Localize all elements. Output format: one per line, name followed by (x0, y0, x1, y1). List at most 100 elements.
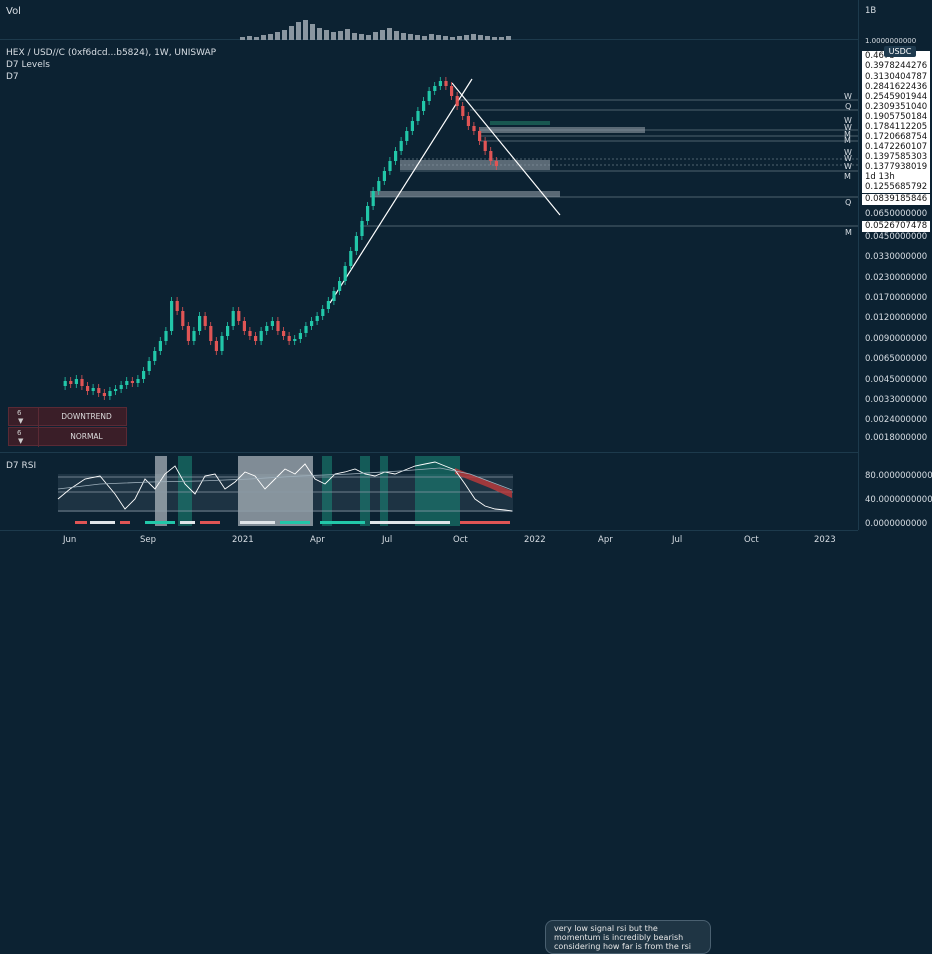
candle (102, 393, 106, 396)
rsi-tick: 0.0000000000 (865, 519, 928, 529)
volume-bar (492, 37, 497, 40)
price-label: 0.1472260107 (862, 142, 930, 153)
volume-bar (275, 32, 280, 40)
candle (86, 386, 90, 391)
rsi-marker (120, 521, 130, 524)
time-tick: Oct (453, 535, 468, 545)
candle (304, 326, 308, 333)
volume-bar (401, 33, 406, 40)
currency-badge[interactable]: USDC (884, 46, 916, 57)
divider (38, 428, 39, 447)
price-tick: 0.0090000000 (865, 334, 928, 344)
candle (371, 191, 375, 206)
candle (198, 316, 202, 331)
candle (382, 171, 386, 181)
zone-rect (480, 127, 645, 133)
volume-bars (240, 20, 511, 40)
candle (388, 161, 392, 171)
candle (315, 316, 319, 321)
rsi-bearish-fill (455, 468, 512, 498)
rsi-pane[interactable]: D7 RSI very low signal rsi but the momen… (0, 454, 858, 954)
rsi-signal-line (57, 467, 513, 491)
time-tick: Sep (140, 535, 157, 545)
candle (276, 321, 280, 331)
rsi-highlight (360, 456, 370, 526)
candle (427, 91, 431, 101)
volume-bar (464, 35, 469, 40)
candle (282, 331, 286, 336)
volume-bar (247, 36, 252, 40)
time-tick: Jul (672, 535, 683, 545)
zone-rect (490, 121, 550, 125)
price-label: 0.1397585303 (862, 152, 930, 163)
volume-bar (352, 33, 357, 40)
candle (108, 391, 112, 396)
arrow-down-icon: ▼ (18, 417, 24, 425)
candle (416, 111, 420, 121)
candle (170, 301, 174, 331)
volume-bar (457, 36, 462, 40)
rsi-marker (90, 521, 115, 524)
time-axis[interactable]: Jun Sep 2021 Apr Jul Oct 2022 Apr Jul Oc… (0, 530, 858, 550)
candle (119, 385, 123, 389)
candle (265, 326, 269, 331)
price-label: 0.1784112205 (862, 122, 930, 133)
rsi-title[interactable]: D7 RSI (6, 461, 37, 471)
rsi-highlight (415, 456, 460, 526)
candle (175, 301, 179, 311)
candle (321, 309, 325, 316)
volume-bar (282, 30, 287, 40)
volume-bar (303, 20, 308, 40)
candle (287, 336, 291, 341)
volume-bar (240, 37, 245, 40)
candle (332, 291, 336, 301)
price-axis[interactable]: 1B 1.0000000000 0.4673 USDC 0.3978244276… (858, 0, 932, 530)
candle (231, 311, 235, 326)
volume-scale-bottom: 1.0000000000 (865, 37, 917, 45)
rsi-marker (460, 521, 510, 524)
candle (248, 331, 252, 336)
volume-bar (443, 36, 448, 40)
candle (80, 379, 84, 386)
level-letter: W (844, 123, 852, 132)
level-letter: W (844, 116, 852, 125)
arrow-down-icon: ▼ (18, 437, 24, 445)
candle (164, 331, 168, 341)
candle (69, 381, 73, 384)
volume-scale-top: 1B (865, 6, 877, 16)
price-tick: 0.0230000000 (865, 273, 928, 283)
candle (461, 106, 465, 116)
main-chart-pane[interactable]: HEX / USD//C (0xf6dcd...b5824), 1W, UNIS… (0, 41, 858, 453)
annotation-callout[interactable]: very low signal rsi but the momentum is … (545, 920, 711, 954)
volume-bar (485, 36, 490, 40)
candle (97, 388, 101, 393)
rsi-marker (370, 521, 450, 524)
level-letter: W (844, 162, 852, 171)
rsi-markers (75, 521, 510, 524)
price-tick: 0.0024000000 (865, 415, 928, 425)
volume-bar (380, 30, 385, 40)
indicator-d7-levels[interactable]: D7 Levels (6, 60, 50, 70)
volume-bar (387, 28, 392, 40)
price-label: 0.0839185846 (862, 194, 930, 205)
rsi-highlights (155, 456, 460, 526)
price-tick: 0.0330000000 (865, 252, 928, 262)
price-tick: 0.0018000000 (865, 433, 928, 443)
volume-bar (331, 32, 336, 40)
price-label: 0.2841622436 (862, 82, 930, 93)
symbol-title[interactable]: HEX / USD//C (0xf6dcd...b5824), 1W, UNIS… (6, 48, 217, 58)
candle (181, 311, 185, 326)
rsi-tick: 80.0000000000 (865, 471, 932, 481)
volume-pane[interactable]: Vol (0, 0, 858, 40)
price-chart[interactable] (0, 41, 858, 453)
indicator-d7[interactable]: D7 (6, 72, 19, 82)
candle (209, 326, 213, 341)
candle (399, 141, 403, 151)
candle (91, 388, 95, 391)
zones (370, 127, 645, 197)
candle (192, 331, 196, 341)
candle (450, 86, 454, 96)
candle (360, 221, 364, 236)
price-label: 0.3130404787 (862, 72, 930, 83)
price-label: 0.0526707478 (862, 221, 930, 232)
